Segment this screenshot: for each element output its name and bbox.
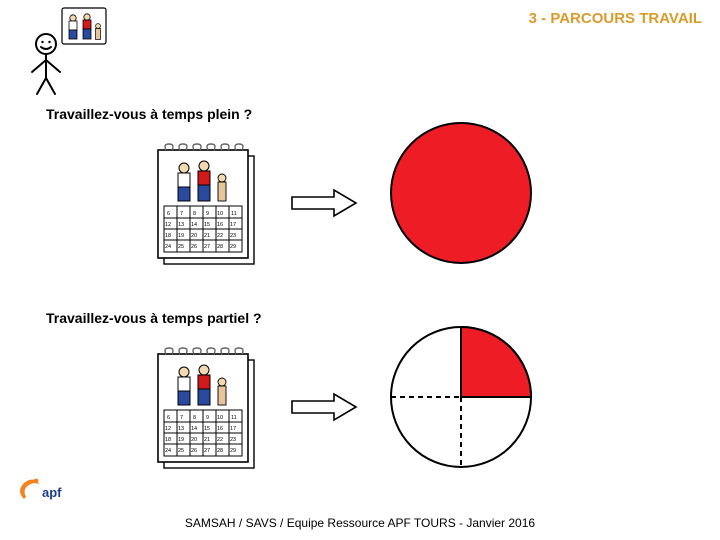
arrow-icon — [290, 392, 358, 422]
svg-text:25: 25 — [178, 244, 184, 250]
pie-fulltime — [386, 118, 536, 268]
svg-text:22: 22 — [217, 437, 223, 443]
svg-text:27: 27 — [204, 448, 210, 454]
svg-text:26: 26 — [191, 448, 197, 454]
svg-text:28: 28 — [217, 244, 223, 250]
svg-text:21: 21 — [204, 437, 210, 443]
svg-text:17: 17 — [230, 222, 236, 228]
svg-text:25: 25 — [178, 448, 184, 454]
svg-text:19: 19 — [178, 437, 184, 443]
svg-text:23: 23 — [230, 437, 236, 443]
svg-text:7: 7 — [180, 415, 183, 421]
row-parttime: 6 7 8 9 10 11 12 13 14 15 16 17 18 19 20 21 22 23 24 25 2… — [150, 332, 536, 482]
calendar-icon: 6 7 8 9 10 11 12 13 14 15 16 17 18 19 20 21 22 23 24 25 2… — [150, 138, 262, 268]
section-header: 3 - PARCOURS TRAVAIL — [529, 10, 702, 27]
footer: SAMSAH / SAVS / Equipe Ressource APF TOU… — [0, 516, 720, 530]
svg-text:10: 10 — [217, 415, 223, 421]
svg-text:23: 23 — [230, 233, 236, 239]
section-header-text: 3 - PARCOURS TRAVAIL — [529, 10, 702, 27]
svg-text:14: 14 — [191, 222, 197, 228]
arrow-icon — [290, 188, 358, 218]
svg-text:29: 29 — [230, 448, 236, 454]
pie-parttime — [386, 322, 536, 472]
svg-text:13: 13 — [178, 426, 184, 432]
svg-text:15: 15 — [204, 426, 210, 432]
calendar-icon: 6 7 8 9 10 11 12 13 14 15 16 17 18 19 20 21 22 23 24 25 2… — [150, 342, 262, 472]
svg-text:11: 11 — [231, 415, 237, 421]
question-fulltime-text: Travaillez-vous à temps plein ? — [46, 106, 252, 122]
svg-text:10: 10 — [217, 211, 223, 217]
svg-text:18: 18 — [165, 437, 171, 443]
svg-text:22: 22 — [217, 233, 223, 239]
corner-pictograms — [10, 6, 120, 101]
question-parttime: Travaillez-vous à temps partiel ? — [46, 310, 262, 326]
svg-text:28: 28 — [217, 448, 223, 454]
question-parttime-text: Travaillez-vous à temps partiel ? — [46, 310, 262, 326]
svg-text:12: 12 — [165, 222, 171, 228]
svg-text:16: 16 — [217, 222, 223, 228]
svg-text:13: 13 — [178, 222, 184, 228]
svg-text:29: 29 — [230, 244, 236, 250]
svg-text:7: 7 — [180, 211, 183, 217]
footer-text: SAMSAH / SAVS / Equipe Ressource APF TOU… — [185, 516, 535, 530]
svg-text:24: 24 — [165, 448, 171, 454]
svg-text:9: 9 — [206, 415, 209, 421]
svg-text:6: 6 — [167, 211, 170, 217]
people-icon — [62, 8, 106, 44]
row-fulltime: 6 7 8 9 10 11 12 13 14 15 16 17 18 19 20 21 22 23 24 25 2… — [150, 128, 536, 278]
logo-swirl-icon — [20, 479, 40, 499]
svg-text:17: 17 — [230, 426, 236, 432]
question-fulltime: Travaillez-vous à temps plein ? — [46, 106, 252, 122]
svg-text:11: 11 — [231, 211, 237, 217]
svg-text:19: 19 — [178, 233, 184, 239]
svg-text:27: 27 — [204, 244, 210, 250]
svg-text:12: 12 — [165, 426, 171, 432]
svg-text:21: 21 — [204, 233, 210, 239]
svg-text:8: 8 — [193, 211, 196, 217]
svg-text:6: 6 — [167, 415, 170, 421]
apf-logo: apf — [14, 477, 74, 512]
svg-text:24: 24 — [165, 244, 171, 250]
svg-text:15: 15 — [204, 222, 210, 228]
svg-text:14: 14 — [191, 426, 197, 432]
svg-text:9: 9 — [206, 211, 209, 217]
logo-text: apf — [42, 485, 62, 500]
stick-figure-icon — [32, 34, 60, 94]
svg-text:20: 20 — [191, 437, 197, 443]
svg-text:26: 26 — [191, 244, 197, 250]
svg-text:16: 16 — [217, 426, 223, 432]
svg-text:18: 18 — [165, 233, 171, 239]
svg-text:8: 8 — [193, 415, 196, 421]
svg-text:20: 20 — [191, 233, 197, 239]
